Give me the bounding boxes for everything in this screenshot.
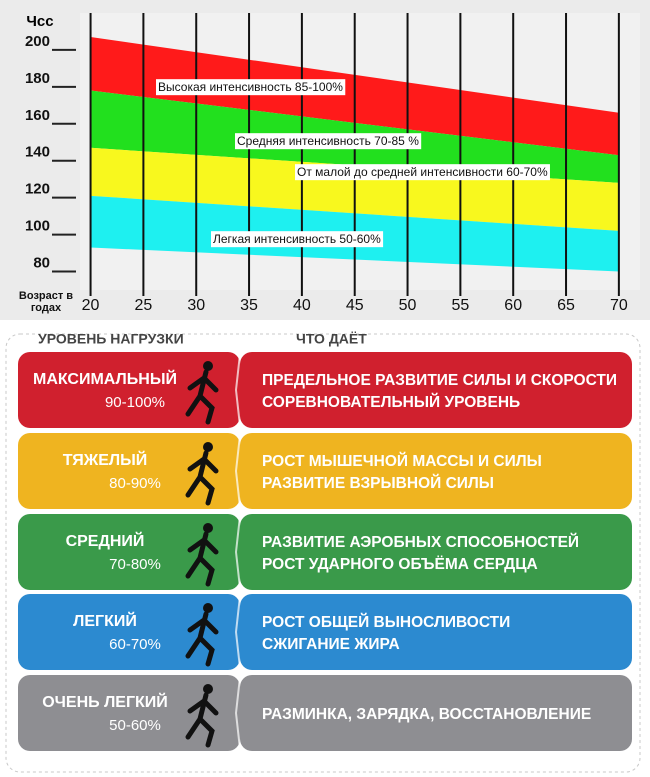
level-name: МАКСИМАЛЬНЫЙ	[33, 369, 177, 388]
level-cell	[18, 352, 240, 428]
x-tick-label: 25	[134, 297, 152, 314]
cell-divider	[234, 595, 241, 669]
x-tick-label: 55	[451, 297, 469, 314]
y-tick-label: 200	[25, 33, 50, 50]
level-cell	[18, 594, 240, 670]
x-tick-label: 65	[557, 297, 575, 314]
x-tick-label: 70	[610, 297, 628, 314]
table-border	[5, 333, 641, 773]
band-label-background	[211, 231, 384, 248]
column-header: ЧТО ДАЁТ	[296, 331, 367, 347]
x-tick-label: 20	[82, 297, 100, 314]
band-label: Средняя интенсивность 70-85 %	[237, 134, 419, 148]
x-tick-label: 50	[399, 297, 417, 314]
cell-divider	[234, 515, 241, 589]
level-cell	[18, 675, 240, 751]
runner-icon-head	[203, 361, 213, 371]
effect-text: РОСТ МЫШЕЧНОЙ МАССЫ И СИЛЫ	[262, 452, 542, 470]
level-name: ЛЕГКИЙ	[73, 611, 137, 630]
x-tick-label: 30	[187, 297, 205, 314]
effect-cell	[240, 594, 632, 670]
runner-icon-body	[185, 369, 219, 425]
band-label: Легкая интенсивность 50-60%	[213, 232, 381, 246]
band-label-background	[295, 164, 550, 181]
column-header: УРОВЕНЬ НАГРУЗКИ	[38, 331, 184, 347]
y-tick-label: 80	[33, 255, 50, 272]
effect-text: ПРЕДЕЛЬНОЕ РАЗВИТИЕ СИЛЫ И СКОРОСТИ	[262, 372, 617, 389]
runner-icon-head	[203, 442, 213, 452]
cell-divider	[234, 353, 241, 427]
effect-text: РАЗМИНКА, ЗАРЯДКА, ВОССТАНОВЛЕНИЕ	[262, 706, 591, 723]
effect-text: СЖИГАНИЕ ЖИРА	[262, 636, 400, 653]
effect-cell	[240, 514, 632, 590]
x-axis-label: Возраст в годах	[18, 290, 74, 314]
y-tick-label: 140	[25, 144, 50, 161]
runner-icon-head	[203, 684, 213, 694]
cell-divider	[234, 434, 241, 508]
level-range: 70-80%	[109, 556, 161, 573]
level-cell	[18, 433, 240, 509]
effect-text: РАЗВИТИЕ АЭРОБНЫХ СПОСОБНОСТЕЙ	[262, 533, 579, 551]
x-tick-label: 40	[293, 297, 311, 314]
load-table: УРОВЕНЬ НАГРУЗКИ ЧТО ДАЁТ МАКСИМАЛЬНЫЙ 90-1…	[5, 331, 641, 773]
y-tick-label: 120	[25, 181, 50, 198]
effect-text: РОСТ УДАРНОГО ОБЪЁМА СЕРДЦА	[262, 556, 538, 573]
effect-text: РАЗВИТИЕ ВЗРЫВНОЙ СИЛЫ	[262, 474, 494, 492]
y-tick-label: 160	[25, 107, 50, 124]
effect-cell	[240, 433, 632, 509]
runner-icon-body	[185, 611, 219, 667]
x-tick-label: 60	[504, 297, 522, 314]
level-range: 80-90%	[109, 475, 161, 492]
runner-icon-head	[203, 603, 213, 613]
runner-icon-body	[185, 692, 219, 748]
x-tick-label: 35	[240, 297, 258, 314]
level-cell	[18, 514, 240, 590]
y-tick-label: 180	[25, 70, 50, 87]
runner-icon-body	[185, 531, 219, 587]
effect-text: РОСТ ОБЩЕЙ ВЫНОСЛИВОСТИ	[262, 613, 510, 631]
effect-text: СОРЕВНОВАТЕЛЬНЫЙ УРОВЕНЬ	[262, 393, 520, 411]
band-label-background	[156, 79, 346, 96]
chart: Чсс 80 100 120 140 160 180 200 20 25 30 35 40 45 50 55…	[0, 0, 650, 320]
y-axis-label: Чсс	[26, 13, 53, 30]
effect-cell	[240, 675, 632, 751]
band-label: От малой до средней интенсивности 60-70%	[297, 165, 548, 179]
cell-divider	[234, 676, 241, 750]
x-tick-label: 45	[346, 297, 364, 314]
effect-cell	[240, 352, 632, 428]
level-range: 50-60%	[109, 717, 161, 734]
band-label: Высокая интенсивность 85-100%	[158, 80, 343, 94]
level-range: 60-70%	[109, 636, 161, 653]
level-name: ТЯЖЕЛЫЙ	[63, 450, 148, 469]
band-label-background	[235, 133, 422, 150]
runner-icon-head	[203, 523, 213, 533]
level-name: ОЧЕНЬ ЛЕГКИЙ	[42, 692, 168, 711]
runner-icon-body	[185, 450, 219, 506]
y-tick-label: 100	[25, 218, 50, 235]
level-name: СРЕДНИЙ	[66, 531, 145, 550]
level-range: 90-100%	[105, 394, 165, 411]
